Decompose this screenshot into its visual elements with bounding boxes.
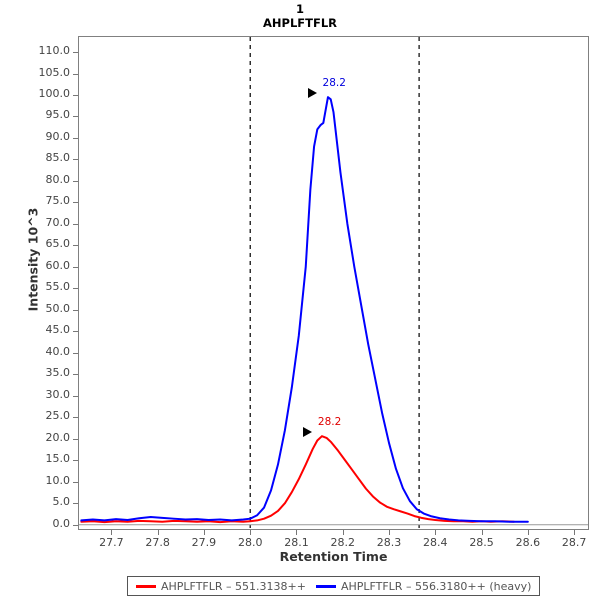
x-tick-label: 28.1 [284,536,309,549]
x-tick-mark [296,530,298,535]
y-tick-mark [73,137,78,139]
x-tick-label: 28.4 [423,536,448,549]
chromatogram-traces [79,37,588,528]
y-tick-mark [73,503,78,505]
x-tick-label: 28.0 [237,536,263,549]
y-tick-mark [73,95,78,96]
y-tick-label: 100.0 [38,87,71,100]
y-tick-mark [73,460,78,462]
y-tick-label: 60.0 [45,258,71,272]
y-tick-label: 35.0 [45,366,71,380]
y-tick-mark [73,352,78,354]
y-tick-mark [73,374,78,376]
x-tick-mark [111,530,113,535]
y-tick-label: 55.0 [45,280,71,294]
x-tick-label: 27.9 [191,536,217,549]
y-tick-label: 5.0 [52,495,71,509]
y-tick-mark [73,309,78,311]
x-tick-mark [250,530,252,535]
y-tick-mark [73,524,78,526]
x-tick-mark [574,530,576,535]
chart-title-index: 1 [295,2,304,16]
red-peak-label: 28.2 [317,416,342,429]
y-tick-label: 70.0 [45,215,71,229]
x-axis-label: Retention Time [279,549,388,564]
y-tick-label: 40.0 [45,344,71,358]
y-tick-mark [73,417,78,419]
x-tick-mark [527,530,529,535]
y-tick-label: 75.0 [45,194,71,208]
x-tick-label: 28.2 [330,536,356,549]
legend-swatch-heavy [315,584,336,588]
x-tick-mark [481,530,483,535]
y-tick-label: 50.0 [45,301,71,315]
legend-label-heavy: AHPLFTFLR – 556.3180++ (heavy) [340,579,532,593]
y-tick-label: 85.0 [45,151,71,165]
x-tick-mark [435,530,437,535]
x-tick-mark [342,530,344,535]
y-tick-mark [73,245,78,247]
y-tick-mark [73,73,78,75]
x-tick-label: 27.8 [145,536,170,549]
trace-heavy[interactable] [80,96,529,523]
y-tick-mark [73,438,78,440]
legend-swatch-light [136,584,156,588]
y-tick-mark [73,159,78,161]
y-tick-mark [73,266,78,268]
blue-peak-label: 28.2 [322,77,346,90]
x-tick-mark [203,530,205,535]
y-tick-label: 0.0 [52,516,71,530]
legend-item-light[interactable]: AHPLFTFLR – 551.3138++ [136,580,306,593]
legend-item-heavy[interactable]: AHPLFTFLR – 556.3180++ (heavy) [315,579,532,593]
y-tick-label: 45.0 [45,323,71,337]
red-peak-arrow-icon [302,427,312,438]
y-tick-label: 105.0 [38,65,71,79]
x-tick-mark [157,530,159,535]
y-tick-label: 15.0 [45,452,71,466]
y-tick-label: 80.0 [45,172,71,186]
y-tick-mark [73,288,78,290]
y-tick-mark [73,116,78,118]
blue-peak-arrow-icon [307,88,317,99]
legend[interactable]: AHPLFTFLR – 551.3138++ AHPLFTFLR – 556.3… [127,576,541,596]
x-tick-label: 28.5 [469,536,494,549]
y-tick-mark [73,223,78,225]
plot-area[interactable] [78,36,589,530]
y-tick-label: 90.0 [45,129,71,143]
y-tick-label: 10.0 [45,473,71,487]
y-tick-mark [73,52,78,54]
chart-title: 1 AHPLFTFLR [0,2,600,30]
x-tick-label: 27.7 [99,536,124,549]
y-tick-label: 30.0 [45,387,71,401]
y-tick-label: 20.0 [45,430,71,444]
x-tick-mark [389,530,391,535]
y-tick-mark [73,202,78,204]
x-tick-label: 28.7 [561,536,587,549]
x-tick-label: 28.6 [515,536,541,549]
y-tick-mark [73,331,78,333]
x-tick-label: 28.3 [376,536,402,549]
y-tick-mark [73,481,78,483]
trace-light[interactable] [80,435,515,524]
legend-label-light: AHPLFTFLR – 551.3138++ [161,579,306,593]
y-tick-label: 25.0 [45,409,71,423]
chart-title-peptide: AHPLFTFLR [262,16,338,30]
y-tick-label: 65.0 [45,237,71,251]
y-tick-mark [73,395,78,397]
y-tick-label: 95.0 [45,108,71,122]
y-tick-mark [73,180,78,182]
y-tick-label: 110.0 [38,44,71,58]
